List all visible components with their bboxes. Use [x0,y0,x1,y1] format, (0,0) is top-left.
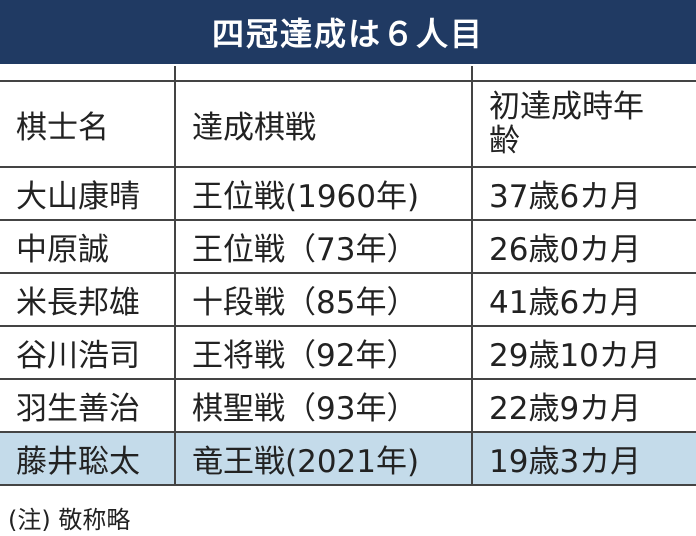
table-cell: 藤井聡太 [0,431,176,486]
header-cell: 初達成時年齢 [471,80,696,168]
table-cell: 26歳0カ月 [471,219,696,274]
title: 四冠達成は６人目 [211,15,484,53]
table-cell: 米長邦雄 [0,272,176,327]
table-cell: 王将戦（92年） [174,325,473,380]
table-cell: 37歳6カ月 [471,166,696,221]
table-row: 羽生善治 棋聖戦（93年） 22歳9カ月 [0,378,696,433]
table-row: 中原誠 王位戦（73年） 26歳0カ月 [0,219,696,274]
table-cell: 十段戦（85年） [174,272,473,327]
table-row: 谷川浩司 王将戦（92年） 29歳10カ月 [0,325,696,380]
table-cell: 谷川浩司 [0,325,176,380]
note: (注) 敬称略 [8,506,131,534]
table-cell: 19歳3カ月 [471,431,696,486]
table-cell: 王位戦(1960年) [174,166,473,221]
table-cell: 棋聖戦（93年） [174,378,473,433]
header-text: 棋士名 [16,109,109,146]
table-row: 大山康晴 王位戦(1960年) 37歳6カ月 [0,166,696,221]
header-cell: 棋士名 [0,80,176,168]
table-body: 棋士名 達成棋戦 初達成時年齢 大山康晴 王位戦(1960年) 37歳6カ月 中原誠王… [0,66,696,486]
table-cell: 羽生善治 [0,378,176,433]
table-cell: 41歳6カ月 [471,272,696,327]
table-row: 米長邦雄 十段戦（85年） 41歳6カ月 [0,272,696,327]
table-cell: 大山康晴 [0,166,176,221]
table-row: 藤井聡太 竜王戦(2021年) 19歳3カ月 [0,431,696,486]
table-cell: 竜王戦(2021年) [174,431,473,486]
title-bar: 四冠達成は６人目 [0,0,696,64]
header-row: 棋士名 達成棋戦 初達成時年齢 [0,80,696,168]
table-cell: 29歳10カ月 [471,325,696,380]
spacer-row [0,66,696,82]
table-cell: 王位戦（73年） [174,219,473,274]
header-text: 達成棋戦 [192,109,316,146]
table-cell: 22歳9カ月 [471,378,696,433]
table-cell: 中原誠 [0,219,176,274]
header-cell: 達成棋戦 [174,80,473,168]
table: 棋士名 達成棋戦 初達成時年齢 大山康晴 王位戦(1960年) 37歳6カ月 中原誠王… [0,66,696,486]
header-text: 初達成時年齢 [489,88,644,159]
